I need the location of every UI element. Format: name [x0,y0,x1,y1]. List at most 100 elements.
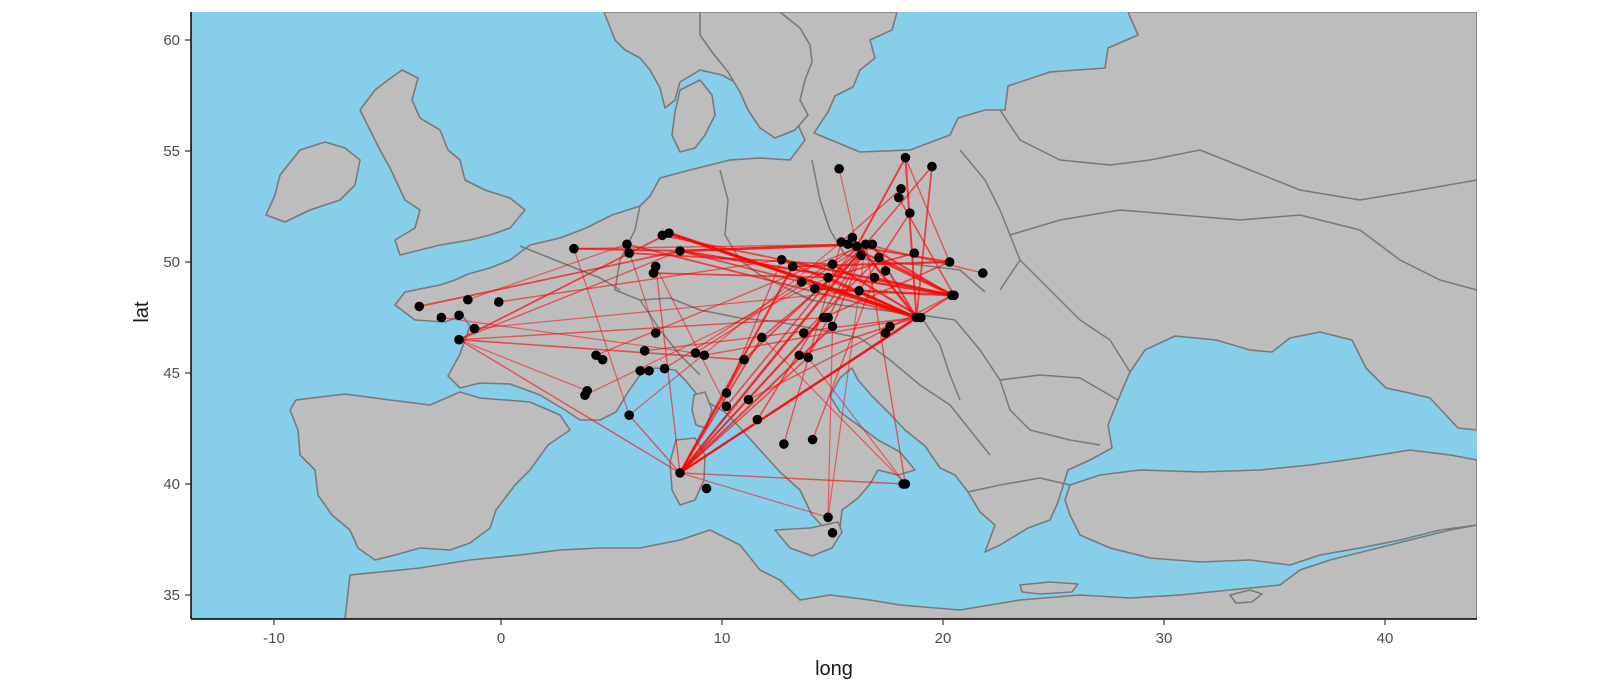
land-ireland [265,141,361,223]
city-point [650,328,661,338]
route-link [628,414,681,474]
city-point [880,328,891,338]
route-link [807,243,867,359]
route-link [458,232,670,341]
route-link [747,294,953,401]
city-point [827,259,838,270]
city-point [900,152,911,163]
route-link [498,259,783,303]
route-link [679,325,834,474]
route-link [679,294,953,474]
route-link [626,243,657,334]
city-point [977,268,988,278]
route-link [811,276,876,441]
route-link [873,276,953,297]
x-tick-label: 30 [1156,630,1173,647]
route-link [655,265,728,407]
land-great-britain [359,69,526,256]
city-point [675,246,685,256]
city-point [810,283,820,294]
route-link [858,212,911,292]
route-link [440,316,697,354]
route-link [458,339,681,474]
city-point [675,468,685,478]
route-links [418,156,984,518]
route-link [679,472,829,518]
city-point [721,388,732,398]
city-point [894,192,904,203]
y-axis-ticks: 35 40 45 50 55 60 [163,32,191,604]
route-link [761,336,907,485]
city-point [743,394,754,405]
city-point [944,257,955,267]
city-point [648,268,659,278]
city-point [827,321,838,332]
x-tick-label: 10 [714,630,731,647]
city-point [896,183,906,194]
x-tick-label: 20 [935,630,952,647]
route-link [458,316,829,341]
route-link [679,472,907,485]
route-link [678,243,867,475]
city-point [463,294,473,305]
city-point [582,385,592,396]
city-point [659,363,670,374]
city-point [414,301,425,312]
city-point [874,252,884,263]
city-point [454,334,464,345]
route-link [678,316,825,474]
y-tick-label: 40 [163,476,180,493]
land-continental-europe [394,12,1477,553]
route-link [467,243,628,301]
city-point [779,439,789,449]
city-point [721,401,732,412]
route-link [584,276,829,396]
route-link [756,243,867,421]
city-point [635,365,646,376]
city-point [867,239,878,250]
city-points [414,152,988,538]
x-axis-title: long [815,658,853,680]
y-tick-label: 55 [163,143,180,160]
city-point [624,410,634,420]
y-tick-label: 35 [163,587,180,604]
route-link [802,256,880,334]
city-point [900,479,911,489]
route-link [904,156,951,263]
city-point [823,312,833,323]
city-point [798,328,809,338]
city-point [807,434,818,445]
route-link [822,261,951,319]
city-point [847,232,858,243]
city-point [624,248,634,258]
x-tick-label: 40 [1377,630,1394,647]
y-tick-label: 45 [163,365,180,382]
city-point [803,352,813,363]
city-point [909,248,920,258]
x-tick-label: 0 [497,630,505,647]
route-link [827,325,834,518]
route-link [904,156,918,319]
land-anatolia [1064,449,1477,566]
city-point [701,483,712,494]
city-point [869,272,880,283]
route-link [679,358,745,474]
city-point [916,312,926,323]
land-denmark [671,79,716,153]
land-sicily [774,521,843,557]
city-point [794,350,805,361]
city-point [787,261,798,272]
city-point [493,297,504,307]
city-point [756,332,767,343]
map-panel [191,12,1477,619]
city-point [860,239,871,250]
land-iberia [289,391,571,561]
route-link [458,339,588,392]
city-point [796,277,807,287]
route-link [643,316,918,352]
land-scandinavia [699,12,813,139]
route-link [725,245,858,408]
city-point [739,354,749,365]
city-point [834,163,844,174]
